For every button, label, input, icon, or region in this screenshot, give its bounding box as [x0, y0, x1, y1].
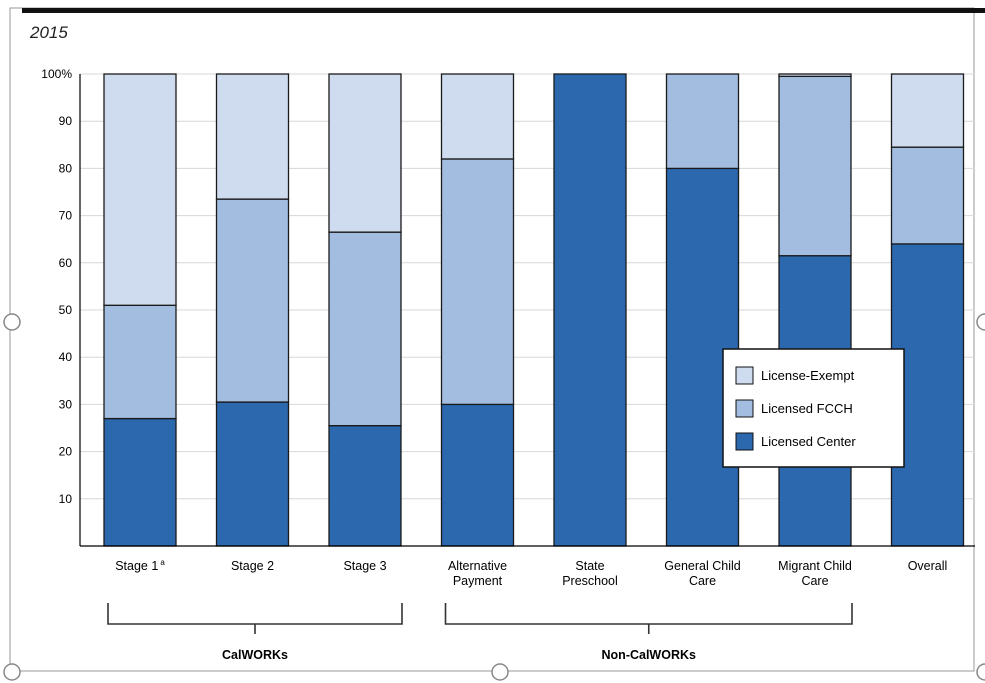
legend-swatch [735, 366, 754, 385]
category-label: General Child Care [664, 559, 740, 588]
top-border [22, 8, 985, 13]
category-label: Stage 3 [343, 559, 386, 573]
category-label: Migrant Child Care [778, 559, 852, 588]
bar-segment-license-exempt [103, 73, 177, 306]
y-tick-label: 80 [59, 161, 73, 175]
legend-swatch [735, 399, 754, 418]
group-label: Non-CalWORKs [602, 648, 696, 662]
y-tick-label: 100% [41, 67, 72, 81]
bar-segment-license-exempt [215, 73, 290, 200]
group-brackets: CalWORKs Non-CalWORKs [107, 603, 853, 662]
resize-handle-bottom-left[interactable] [3, 663, 21, 681]
bar-segment-licensed-fcch [665, 73, 740, 170]
category-label: Alternative Payment [448, 559, 507, 588]
resize-handle-bottom-right[interactable] [976, 663, 985, 681]
resize-handle-left[interactable] [3, 313, 21, 331]
category-label: Overall [908, 559, 948, 573]
bar-segment-licensed-fcch [890, 146, 965, 245]
bar-segment-licensed-center [215, 401, 290, 547]
bar-segment-licensed-center [103, 417, 177, 547]
axes [79, 74, 975, 547]
y-tick-labels: 10 20 30 40 50 60 70 80 90 100% [41, 67, 72, 506]
bar-segment-licensed-fcch [215, 198, 290, 403]
y-tick-label: 20 [59, 445, 73, 459]
category-label: Stage 2 [231, 559, 274, 573]
bar-segment-licensed-fcch [440, 158, 515, 406]
bar-segment-licensed-fcch [328, 231, 402, 427]
legend-swatch [735, 432, 754, 451]
resize-handle-bottom-middle[interactable] [491, 663, 509, 681]
legend: License-Exempt Licensed FCCH Licensed Cent… [722, 348, 905, 468]
bar-segment-license-exempt [328, 73, 402, 233]
bar-segment-licensed-center [328, 424, 402, 547]
resize-handle-right[interactable] [976, 313, 985, 331]
bar-segment-licensed-fcch [778, 75, 852, 257]
bar-segment-licensed-fcch [103, 304, 177, 420]
group-bracket [107, 603, 403, 625]
bar-segment-license-exempt [890, 73, 965, 148]
y-tick-label: 90 [59, 114, 73, 128]
bar-segment-licensed-center [553, 73, 627, 547]
y-tick-label: 30 [59, 397, 73, 411]
chart-title: 2015 [29, 23, 68, 42]
y-tick-label: 70 [59, 209, 73, 223]
category-labels: Stage 1 a Stage 2 Stage 3 Alternative Payment… [115, 558, 947, 588]
y-tick-label: 40 [59, 350, 73, 364]
bar-segment-licensed-center [440, 403, 515, 547]
group-label: CalWORKs [222, 648, 288, 662]
bar-segment-license-exempt [440, 73, 515, 160]
legend-label: Licensed FCCH [761, 401, 853, 416]
y-tick-label: 10 [59, 492, 73, 506]
y-tick-label: 60 [59, 256, 73, 270]
legend-label: Licensed Center [761, 434, 856, 449]
bar-segment-license-exempt [778, 73, 852, 78]
group-bracket [444, 603, 853, 625]
y-tick-label: 50 [59, 303, 73, 317]
category-label: State Preschool [562, 559, 618, 588]
legend-label: License-Exempt [761, 368, 855, 383]
